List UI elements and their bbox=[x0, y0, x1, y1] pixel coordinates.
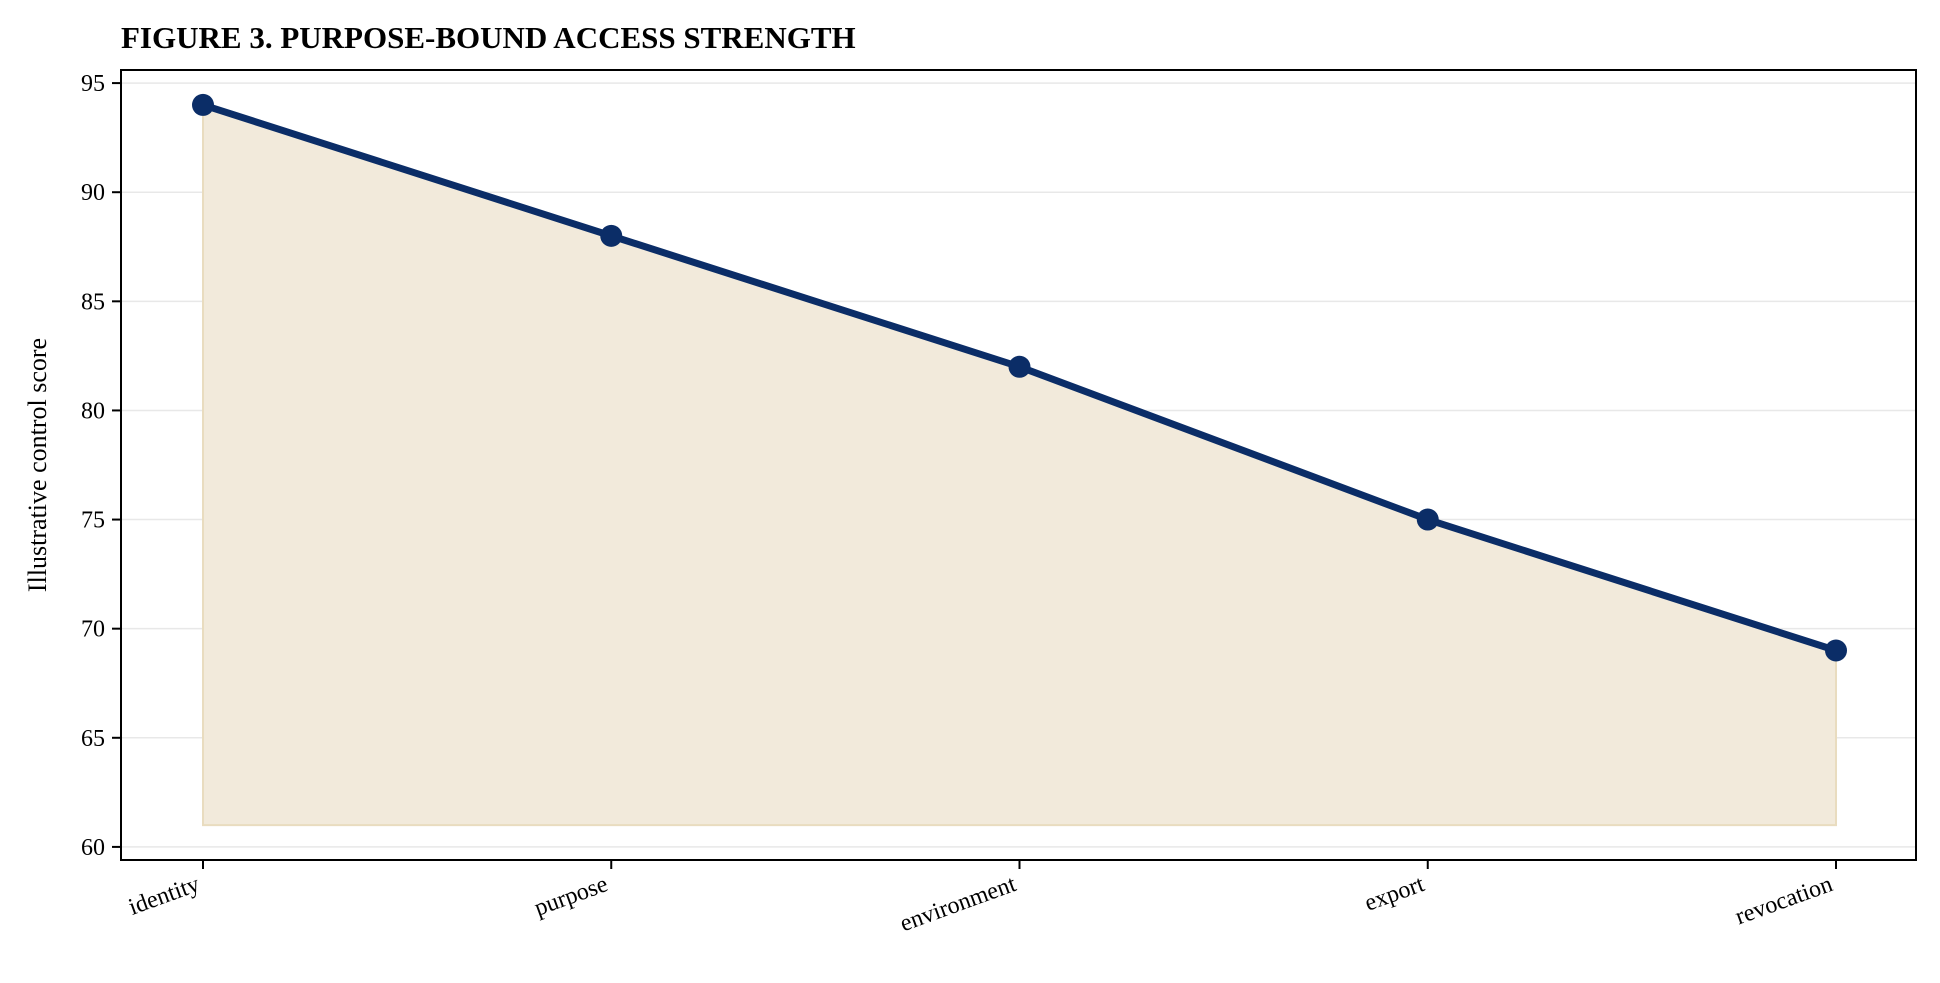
x-tick-label: environment bbox=[897, 871, 1020, 937]
data-points bbox=[192, 93, 1847, 662]
data-point bbox=[1008, 355, 1031, 378]
data-point bbox=[1825, 639, 1847, 662]
x-tick-label: export bbox=[1361, 871, 1428, 917]
y-tick-label: 95 bbox=[81, 71, 105, 97]
data-point bbox=[600, 224, 623, 247]
y-tick-label: 70 bbox=[81, 617, 105, 643]
y-tick-label: 85 bbox=[81, 289, 105, 315]
y-axis-label: Illustrative control score bbox=[23, 338, 52, 592]
x-tick-label: revocation bbox=[1732, 871, 1836, 930]
y-tick-label: 65 bbox=[81, 726, 105, 752]
y-tick-label: 90 bbox=[81, 180, 105, 206]
y-axis-ticks: 60 65 70 75 80 85 90 95 bbox=[81, 71, 121, 861]
chart-title: FIGURE 3. PURPOSE-BOUND ACCESS STRENGTH bbox=[121, 20, 856, 55]
area-fill-layer bbox=[202, 103, 1837, 827]
x-tick-label: purpose bbox=[531, 871, 611, 921]
x-axis-ticks: identity purpose environment export revocati… bbox=[125, 860, 1837, 937]
data-point bbox=[192, 93, 214, 116]
y-tick-label: 75 bbox=[81, 508, 105, 534]
y-tick-label: 80 bbox=[81, 398, 105, 424]
area-fill bbox=[202, 103, 1837, 827]
data-point bbox=[1416, 508, 1439, 531]
y-tick-label: 60 bbox=[81, 835, 105, 861]
x-tick-label: identity bbox=[125, 871, 203, 921]
